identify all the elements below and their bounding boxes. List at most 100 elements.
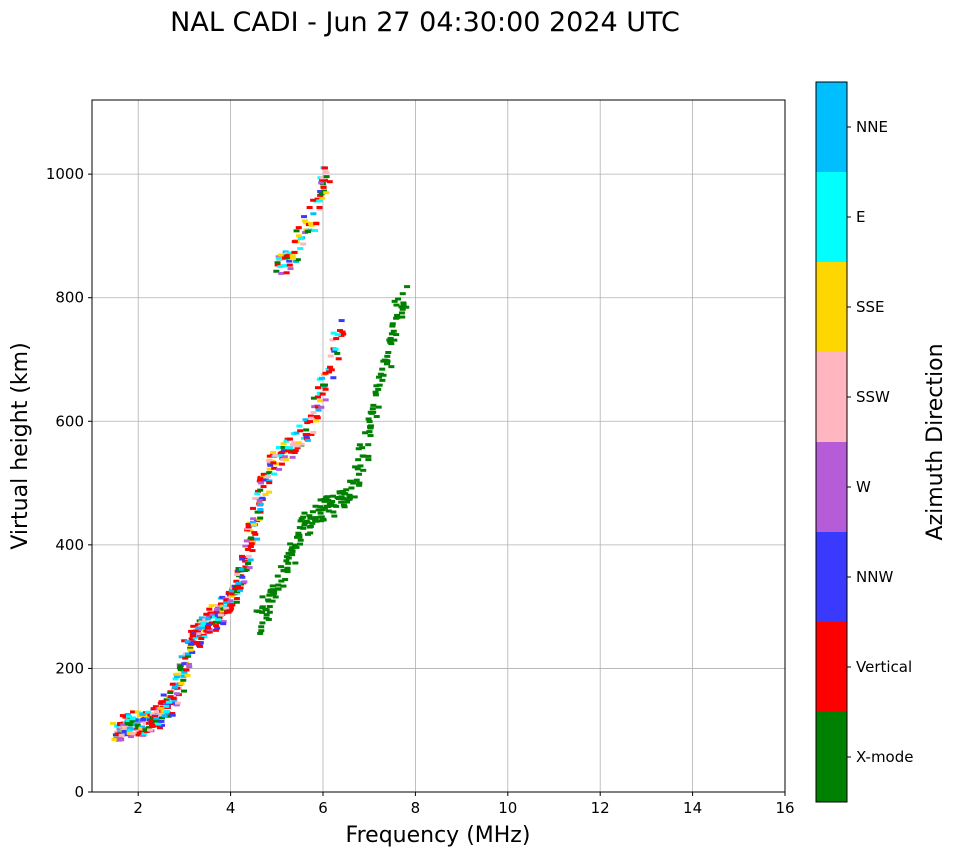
echo-mark [116,723,123,727]
y-axis-label: Virtual height (km) [8,342,33,549]
echo-mark [271,472,278,476]
echo-mark [172,685,179,689]
echo-mark [317,399,324,403]
echo-mark [321,506,328,510]
echo-mark [313,519,320,523]
echo-mark [306,514,313,518]
echo-mark [293,431,300,435]
echo-mark [324,495,331,499]
echo-mark [244,527,251,531]
echo-mark [398,305,405,309]
echo-mark [174,701,181,705]
echo-mark [258,629,265,633]
echo-mark [272,453,279,457]
echo-mark [233,600,240,604]
echo-mark [391,338,398,342]
echo-mark [165,714,172,718]
echo-mark [158,700,165,704]
x-tick-label: 2 [133,799,143,817]
echo-mark [263,616,270,620]
echo-mark [269,599,276,603]
echo-mark [307,414,314,418]
colorbar-segment [816,82,847,172]
echo-mark [316,207,323,211]
echo-mark [195,626,202,630]
echo-mark [266,593,273,597]
x-axis-label: Frequency (MHz) [346,823,531,848]
echo-mark [155,722,162,726]
echo-mark [314,197,321,201]
echo-mark [273,269,280,273]
echo-mark [226,609,233,613]
echo-mark [198,637,205,641]
echo-mark [202,618,209,622]
echo-mark [367,426,374,430]
echo-mark [341,505,348,509]
echo-mark [185,654,192,658]
echo-mark [297,237,304,241]
echo-mark [278,271,285,275]
echo-mark [131,727,138,731]
echo-mark [399,315,406,319]
echo-mark [223,601,230,605]
echo-mark [126,726,133,730]
echo-mark [318,515,325,519]
echo-mark [275,445,282,449]
echo-mark [388,365,395,369]
echo-mark [289,455,296,459]
echo-mark [243,568,250,572]
echo-mark [317,189,324,193]
echo-mark [129,732,136,736]
echo-mark [233,579,240,583]
echo-mark [258,481,265,485]
echo-mark [284,570,291,574]
echo-mark [352,465,359,469]
echo-mark [390,329,397,333]
echo-mark [188,637,195,641]
echo-mark [386,338,393,342]
echo-mark [144,729,151,733]
echo-mark [188,629,195,633]
echo-mark [353,478,360,482]
echo-mark [213,620,220,624]
colorbar-tick-label: E [856,208,865,226]
echo-mark [134,723,141,727]
echo-mark [300,515,307,519]
echo-mark [373,384,380,388]
x-tick-label: 6 [318,799,328,817]
echo-mark [322,387,329,391]
echo-mark [309,510,316,514]
echo-mark [266,605,273,609]
echo-mark [257,488,264,492]
echo-mark [297,429,304,433]
echo-mark [236,588,243,592]
echo-mark [385,350,392,354]
echo-mark [296,424,303,428]
echo-mark [393,333,400,337]
echo-mark [311,516,318,520]
echo-mark [118,733,125,737]
echo-mark [159,716,166,720]
echo-mark [319,196,326,200]
echo-mark [271,589,278,593]
y-axis-ticks: 0 200 400 600 800 1000 [46,165,92,801]
echo-mark [192,636,199,640]
echo-mark [140,733,147,737]
echo-mark [379,378,386,382]
echo-mark [340,503,347,507]
echo-mark [284,567,291,571]
echo-mark [304,520,311,524]
echo-mark [167,691,174,695]
echo-mark [320,184,327,188]
echo-mark [147,728,154,732]
echo-mark [266,479,273,483]
echo-mark [200,623,207,627]
echo-mark [247,558,254,562]
echo-mark [291,240,298,244]
echo-mark [282,577,289,581]
echo-mark [145,726,152,730]
colorbar-segment [816,532,847,622]
echo-mark [191,632,198,636]
echo-mark [370,403,377,407]
